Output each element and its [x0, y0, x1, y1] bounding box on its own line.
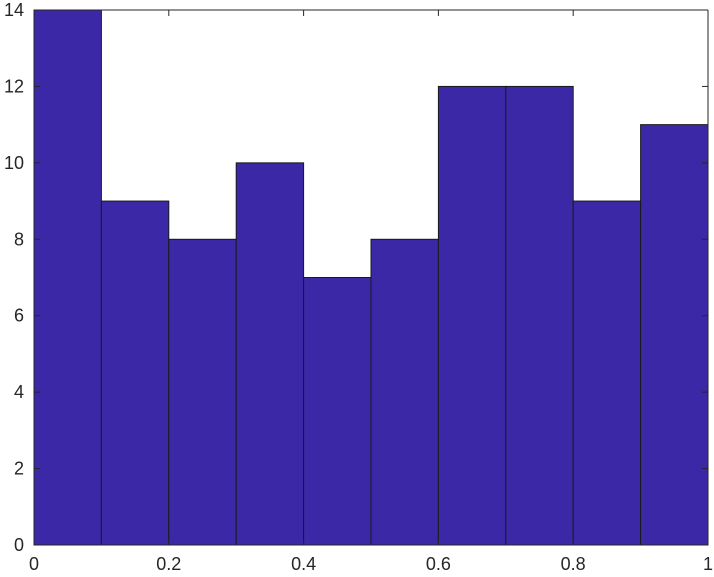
y-tick-label: 0 — [14, 535, 24, 555]
x-tick-label: 0.6 — [426, 554, 451, 574]
histogram-bar-6 — [370, 238, 439, 546]
x-tick-label: 0.4 — [291, 554, 316, 574]
y-tick-label: 4 — [14, 382, 24, 402]
x-axis-ticks: 0 0.2 0.4 0.6 0.8 1 — [29, 10, 713, 574]
histogram-bar-1 — [33, 9, 102, 546]
bars-group — [33, 9, 709, 546]
y-tick-label: 6 — [14, 306, 24, 326]
x-tick-label: 1 — [703, 554, 713, 574]
y-tick-label: 12 — [4, 76, 24, 96]
y-tick-label: 14 — [4, 0, 24, 20]
y-tick-label: 8 — [14, 229, 24, 249]
histogram-bar-9 — [572, 200, 642, 546]
histogram-bar-4 — [235, 162, 305, 546]
x-tick-label: 0 — [29, 554, 39, 574]
x-tick-label: 0.8 — [561, 554, 586, 574]
axes-group — [33, 9, 709, 546]
histogram-bar-5 — [303, 277, 372, 546]
x-tick-label: 0.2 — [156, 554, 181, 574]
y-tick-label: 2 — [14, 459, 24, 479]
y-axis-ticks: 0 2 4 6 8 10 12 14 — [4, 0, 708, 555]
y-tick-label: 10 — [4, 153, 24, 173]
histogram-bar-8 — [505, 85, 574, 546]
histogram-bar-7 — [437, 85, 507, 546]
histogram-bar-3 — [168, 238, 237, 546]
histogram-bar-2 — [100, 200, 170, 546]
histogram-bar-10 — [640, 124, 709, 546]
